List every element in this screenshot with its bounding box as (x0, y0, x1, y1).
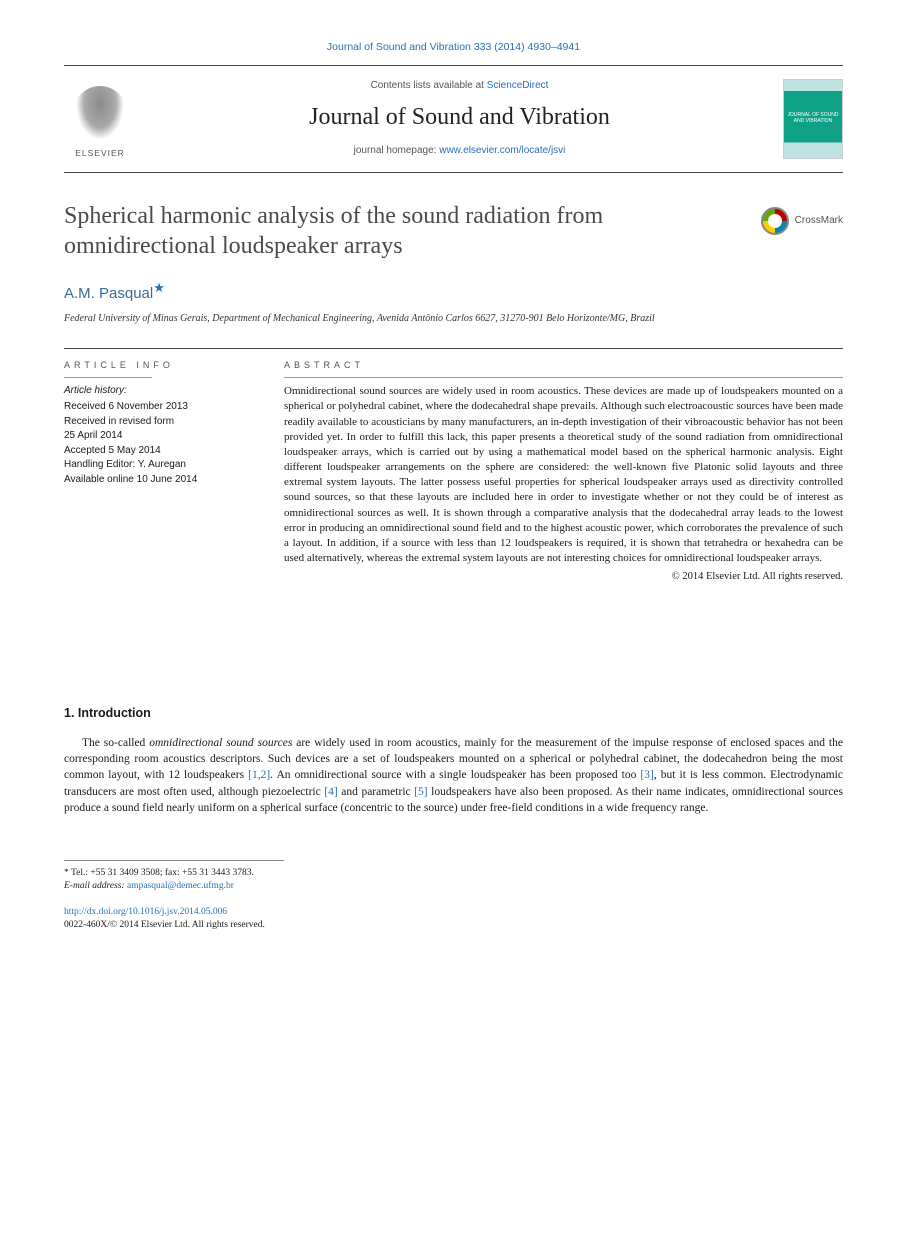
editor-line: Handling Editor: Y. Auregan (64, 458, 256, 473)
ref-link-3[interactable]: [3] (640, 769, 653, 781)
intro-p1e: and parametric (338, 786, 414, 798)
homepage-line: journal homepage: www.elsevier.com/locat… (150, 144, 769, 158)
elsevier-tree-icon (72, 86, 128, 146)
journal-reference: Journal of Sound and Vibration 333 (2014… (64, 40, 843, 55)
sciencedirect-link[interactable]: ScienceDirect (487, 80, 549, 91)
journal-name: Journal of Sound and Vibration (150, 101, 769, 135)
footer-meta: http://dx.doi.org/10.1016/j.jsv.2014.05.… (64, 906, 843, 933)
crossmark-icon (761, 207, 789, 235)
revised-line-1: Received in revised form (64, 415, 256, 430)
abstract-column: abstract Omnidirectional sound sources a… (284, 349, 843, 585)
contents-lists-line: Contents lists available at ScienceDirec… (150, 79, 769, 93)
header-center: Contents lists available at ScienceDirec… (150, 79, 769, 159)
online-line: Available online 10 June 2014 (64, 473, 256, 488)
abstract-text: Omnidirectional sound sources are widely… (284, 384, 843, 566)
abstract-copyright: © 2014 Elsevier Ltd. All rights reserved… (284, 570, 843, 585)
section-heading-introduction: 1. Introduction (64, 705, 843, 723)
homepage-prefix: journal homepage: (354, 145, 440, 156)
crossmark-badge[interactable]: CrossMark (761, 207, 843, 235)
article-info-label: article info (64, 349, 256, 378)
contents-prefix: Contents lists available at (371, 80, 487, 91)
crossmark-label: CrossMark (795, 214, 843, 228)
intro-p1c: . An omnidirectional source with a singl… (270, 769, 640, 781)
accepted-line: Accepted 5 May 2014 (64, 444, 256, 459)
intro-em: omnidirectional sound sources (149, 737, 292, 749)
intro-p1a: The so-called (82, 737, 149, 749)
author-line: A.M. Pasqual★ (64, 279, 843, 304)
author-email-link[interactable]: ampasqual@demec.ufmg.br (127, 881, 234, 891)
journal-cover-thumbnail[interactable]: JOURNAL OF SOUND AND VIBRATION (783, 79, 843, 159)
ref-link-1-2[interactable]: [1,2] (248, 769, 270, 781)
received-line: Received 6 November 2013 (64, 400, 256, 415)
title-row: Spherical harmonic analysis of the sound… (64, 201, 843, 261)
footnote-tel: Tel.: +55 31 3409 3508; fax: +55 31 3443… (71, 868, 254, 878)
affiliation: Federal University of Minas Gerais, Depa… (64, 312, 843, 326)
email-label: E-mail address: (64, 881, 127, 891)
homepage-link[interactable]: www.elsevier.com/locate/jsvi (439, 145, 565, 156)
abstract-divider (284, 377, 843, 378)
article-info-column: article info Article history: Received 6… (64, 349, 256, 585)
doi-link[interactable]: http://dx.doi.org/10.1016/j.jsv.2014.05.… (64, 907, 227, 917)
article-title: Spherical harmonic analysis of the sound… (64, 201, 745, 261)
info-divider (64, 377, 152, 378)
corresponding-author-footnote: * Tel.: +55 31 3409 3508; fax: +55 31 34… (64, 860, 284, 894)
elsevier-label: ELSEVIER (75, 148, 125, 160)
ref-link-5[interactable]: [5] (414, 786, 427, 798)
journal-header: ELSEVIER Contents lists available at Sci… (64, 65, 843, 173)
corresponding-star-icon: ★ (153, 280, 165, 295)
abstract-label: abstract (284, 349, 843, 378)
revised-line-2: 25 April 2014 (64, 429, 256, 444)
history-label: Article history: (64, 384, 256, 398)
cover-text: JOURNAL OF SOUND AND VIBRATION (784, 113, 842, 124)
intro-paragraph-1: The so-called omnidirectional sound sour… (64, 735, 843, 817)
elsevier-logo[interactable]: ELSEVIER (64, 76, 136, 162)
footnote-star-icon: * (64, 868, 69, 878)
author-name: A.M. Pasqual (64, 285, 153, 302)
info-abstract-columns: article info Article history: Received 6… (64, 348, 843, 585)
ref-link-4[interactable]: [4] (324, 786, 337, 798)
issn-copyright: 0022-460X/© 2014 Elsevier Ltd. All right… (64, 920, 265, 930)
